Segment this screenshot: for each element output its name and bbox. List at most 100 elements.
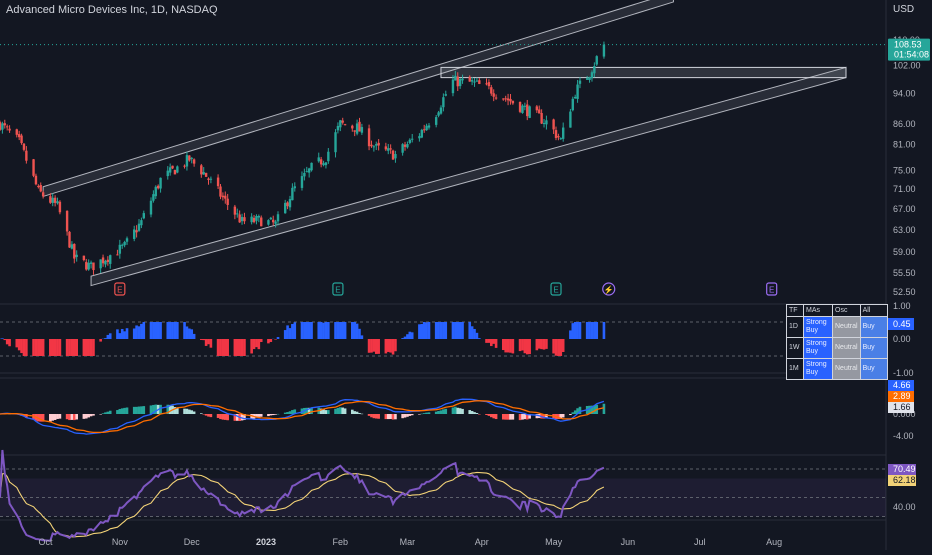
trend-bar — [490, 339, 493, 346]
macd-hist-bar — [291, 410, 294, 414]
trend-bar — [258, 339, 261, 349]
candle-body — [183, 166, 185, 167]
macd-hist-bar — [188, 410, 191, 414]
trend-bar — [85, 339, 88, 356]
x-axis-label: Oct — [39, 537, 54, 547]
trend-scale-label: 1.00 — [893, 301, 911, 311]
trend-bar — [39, 339, 42, 356]
candle-body — [476, 81, 478, 82]
trend-bar — [452, 322, 455, 339]
macd-hist-bar — [418, 414, 421, 415]
trend-bar — [99, 339, 102, 342]
candle-body — [545, 120, 547, 124]
trend-bar — [591, 322, 594, 339]
trend-bar — [454, 322, 457, 339]
price-tick-label: 94.00 — [893, 89, 916, 99]
trend-bar — [59, 339, 62, 356]
rsi-ma-value: 62.18 — [893, 475, 916, 485]
trend-histogram — [0, 322, 605, 356]
candle-body — [0, 122, 1, 130]
trend-bar — [138, 326, 141, 339]
macd-hist-bar — [404, 414, 407, 418]
trend-bar — [224, 339, 227, 356]
trend-bar — [176, 322, 179, 339]
trend-bar — [595, 322, 598, 339]
macd-hist-bar — [126, 407, 129, 414]
row-tf: 1W — [787, 338, 804, 359]
candle-body — [222, 196, 224, 198]
macd-hist-bar — [353, 411, 356, 414]
trend-bar — [478, 338, 481, 339]
candle-body — [576, 85, 578, 99]
trend-bar — [1, 338, 4, 339]
trend-bar — [557, 339, 560, 356]
macd-hist-bar — [142, 406, 145, 414]
trend-bar — [404, 337, 407, 339]
candle-body — [286, 202, 288, 206]
candle-body — [536, 106, 538, 110]
macd-hist-bar — [512, 414, 515, 420]
trend-bar — [377, 339, 380, 354]
candle-body — [284, 203, 286, 213]
macd-hist-bar — [368, 414, 371, 416]
candle-body — [411, 139, 413, 140]
macd-hist-bar — [375, 414, 378, 419]
candle-body — [322, 163, 324, 165]
x-axis-label: Aug — [766, 537, 782, 547]
candle-body — [469, 77, 471, 82]
candle-body — [490, 87, 492, 93]
trend-bar — [135, 325, 138, 339]
macd-hist-bar — [217, 414, 220, 418]
candle-body — [270, 218, 272, 219]
row-osc: Neutral — [833, 359, 861, 380]
trend-bar — [188, 329, 191, 339]
candle-body — [138, 224, 140, 231]
macd-hist-bar — [66, 414, 69, 419]
macd-hist-bar — [425, 413, 428, 414]
macd-hist-bar — [452, 407, 455, 414]
row-all: Buy — [860, 359, 887, 380]
trend-bar — [334, 322, 337, 339]
trend-bar — [109, 333, 112, 339]
candle-body — [73, 244, 75, 259]
trend-bar — [603, 322, 606, 339]
candle-body — [404, 145, 406, 147]
candle-body — [435, 117, 437, 125]
trend-bar — [142, 322, 145, 339]
candle-body — [49, 196, 51, 203]
macd-hist-bar — [344, 408, 347, 414]
macd-hist-bar — [385, 414, 388, 419]
row-tf: 1D — [787, 317, 804, 338]
trend-bar — [337, 322, 340, 339]
candle-body — [99, 259, 101, 268]
macd-hist-bar — [361, 414, 364, 415]
trend-bar — [368, 339, 371, 353]
candle-body — [16, 129, 18, 135]
candle-body — [66, 211, 68, 232]
trend-bar — [320, 322, 323, 339]
trend-bar — [154, 322, 157, 339]
header-tf: TF — [787, 305, 804, 317]
trend-bar — [423, 322, 426, 339]
candle-body — [452, 80, 454, 94]
macd-hist-bar — [327, 410, 330, 414]
candle-body — [140, 220, 142, 225]
trend-bar — [521, 339, 524, 350]
trend-bar — [540, 339, 543, 349]
macd-hist-bar — [442, 409, 445, 414]
macd-hist-bar — [356, 412, 359, 414]
macd-hist-bar — [83, 414, 86, 419]
macd-hist-bar — [56, 414, 59, 419]
row-osc: Neutral — [833, 317, 861, 338]
candle-body — [258, 216, 260, 217]
macd-hist-bar — [389, 414, 392, 419]
candle-body — [207, 179, 209, 180]
macd-hist-bar — [454, 407, 457, 414]
candle-body — [344, 124, 346, 125]
candle-body — [121, 245, 123, 246]
candle-body — [543, 123, 545, 124]
macd-hist-bar — [200, 413, 203, 414]
trend-bar — [588, 322, 591, 339]
